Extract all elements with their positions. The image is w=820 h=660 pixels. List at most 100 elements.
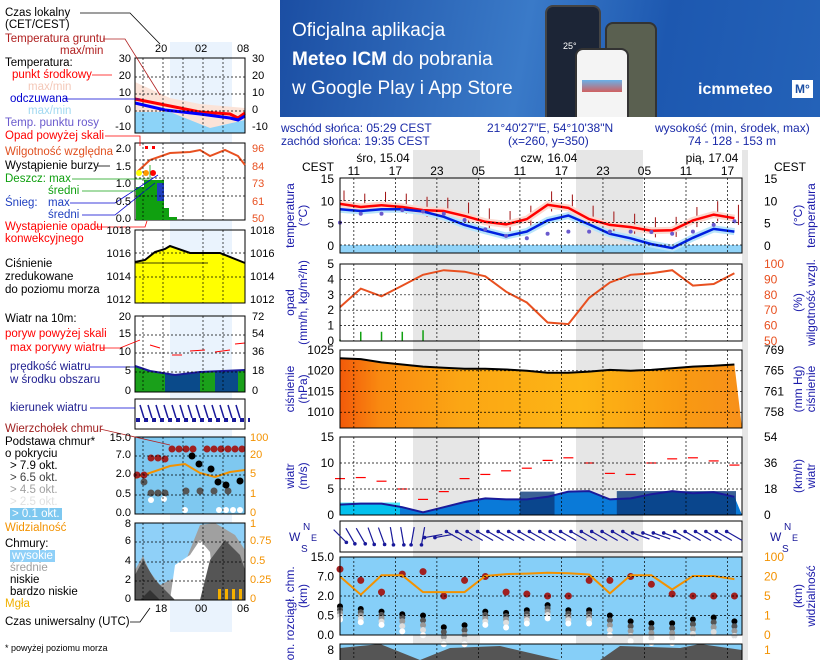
phone-temp: 25° xyxy=(563,41,577,51)
cloud-base-dot xyxy=(669,625,676,632)
wind-arrowhead xyxy=(714,529,719,534)
night-shading xyxy=(742,150,748,660)
cloud-base-dot xyxy=(648,640,655,647)
cloud-axis-tick: 0.0 xyxy=(115,507,131,519)
cloud-base-label-1: Podstawa chmur* xyxy=(5,436,96,448)
day-label: czw, 16.04 xyxy=(521,151,578,165)
cloud-base-dot xyxy=(544,615,551,622)
wind-arrow xyxy=(695,530,712,542)
low-clouds-label: niskie xyxy=(10,574,40,586)
humidity-label: Wilgotność względna xyxy=(5,146,114,158)
precip-tick: 2 xyxy=(327,303,334,317)
utc-time-tick: 06 xyxy=(237,603,250,615)
wind-arrow xyxy=(400,527,405,545)
wind-arrowhead xyxy=(569,529,573,534)
wind-arrowhead xyxy=(661,531,666,535)
precip-axis-tick: 0.0 xyxy=(115,213,131,225)
wind-arrowhead xyxy=(517,529,521,534)
temp_l-title: temperatura xyxy=(283,183,297,248)
utc-label: Czas uniwersalny (UTC) xyxy=(5,616,130,628)
snow-max-label: max xyxy=(48,197,70,209)
legend-leader-lines-red xyxy=(99,38,171,446)
hum-panel-frame xyxy=(339,263,743,342)
wind-arrow xyxy=(345,527,356,545)
wind-arrowhead xyxy=(538,529,542,534)
cloud-base-dot xyxy=(669,629,676,636)
precip-axis-tick: 1.5 xyxy=(115,161,131,173)
visibility-tick: 100 xyxy=(764,550,784,564)
cloud-base-dot xyxy=(710,634,717,641)
dew-point-dot xyxy=(711,222,716,227)
wind-arrow xyxy=(591,530,608,542)
wind-speed-label-1: prędkość wiatru xyxy=(10,361,91,373)
cloud-base-dot xyxy=(399,618,406,625)
wind-arrow xyxy=(410,527,415,545)
coordinates: 21°40'27"E, 54°10'38"N xyxy=(487,121,614,135)
dew-point-dot xyxy=(607,229,612,234)
humidity-axis-tick: 61 xyxy=(252,196,265,208)
cloud-base-dot xyxy=(710,619,717,626)
cloud-base-dot xyxy=(731,632,738,639)
temp-axis-tick-right: 30 xyxy=(252,53,265,65)
legend-cover-plot xyxy=(134,522,246,601)
cloud-base-dot xyxy=(565,620,572,627)
cloud-base-dot xyxy=(731,623,738,630)
wind-arrow xyxy=(389,527,395,545)
day-label: śro, 15.04 xyxy=(356,151,410,165)
hum_r-unit: (%) xyxy=(791,293,805,312)
wind-arrowhead xyxy=(486,529,490,534)
wind-kmh-tick: 0 xyxy=(764,508,771,522)
wind-arrow xyxy=(570,530,587,542)
cloud-base-dot xyxy=(461,636,468,643)
pressure-tick: 1020 xyxy=(307,364,334,378)
legend-leader-lines-green xyxy=(72,165,151,192)
cloud_l-unit: (km) xyxy=(296,584,310,608)
meteogram-grid xyxy=(339,177,743,660)
wind-arrow xyxy=(612,530,629,542)
cloud-axis-tick: 2.0 xyxy=(115,468,131,480)
cloud-base-dot xyxy=(606,622,613,629)
temp-mid-line xyxy=(339,202,735,232)
wind-tick: 10 xyxy=(321,456,335,470)
cloud-top-dot xyxy=(606,576,614,584)
local-time-label: Czas lokalny xyxy=(5,7,71,19)
wind-dir-label: kierunek wiatru xyxy=(10,402,88,414)
icmmeteo-badge: M° xyxy=(792,80,813,98)
wind-kmh-tick: 54 xyxy=(764,430,778,444)
cloud-top-dot xyxy=(523,590,531,598)
fog-axis-tick: 0.5 xyxy=(250,555,266,567)
legend-leader-lines-blue xyxy=(65,98,159,409)
wind-arrowhead xyxy=(600,529,604,534)
temp-tick-right: 5 xyxy=(764,217,771,231)
wind_r-unit: (km/h) xyxy=(791,459,805,493)
wind-axis-tick: 5 xyxy=(124,365,131,377)
temp-axis-tick: 10 xyxy=(118,87,131,99)
cloud-top-dot xyxy=(461,576,469,584)
okt45-label: > 4.5 okt. xyxy=(10,484,58,496)
app-promo-banner[interactable]: Oficjalna aplikacja Meteo ICM do pobrani… xyxy=(280,0,820,117)
legend-leader-lines-bright xyxy=(92,74,148,349)
banner-line-2-rest: do pobrania xyxy=(387,49,493,70)
fog-label: Mgła xyxy=(5,598,30,610)
high-clouds-label: wysokie xyxy=(10,550,55,562)
wind-arrow xyxy=(367,527,375,545)
precip_l-title: opad xyxy=(283,289,297,316)
pressure-label-3: do poziomu morza xyxy=(5,284,100,296)
timezone-label-right: CEST xyxy=(774,160,807,174)
wind-kmh-axis-tick: 54 xyxy=(252,328,265,340)
wind-arrowhead xyxy=(610,529,615,534)
wind-arrowhead xyxy=(454,529,459,534)
cloud-base-dot xyxy=(669,640,676,647)
day-label: pią, 17.04 xyxy=(686,151,739,165)
pressure-axis-tick: 1016 xyxy=(106,248,131,260)
cover-axis-tick: 4 xyxy=(124,555,131,567)
wind-arrowhead xyxy=(409,543,413,547)
wind-arrowhead xyxy=(363,541,368,546)
cloud-tick: 15.0 xyxy=(311,550,335,564)
wind-arrowhead xyxy=(372,542,377,547)
wind-tick: 0 xyxy=(327,508,334,522)
hour-tick: 17 xyxy=(555,164,569,178)
cloud-tick: 7.0 xyxy=(317,570,334,584)
temp-tick-right: 10 xyxy=(764,194,778,208)
